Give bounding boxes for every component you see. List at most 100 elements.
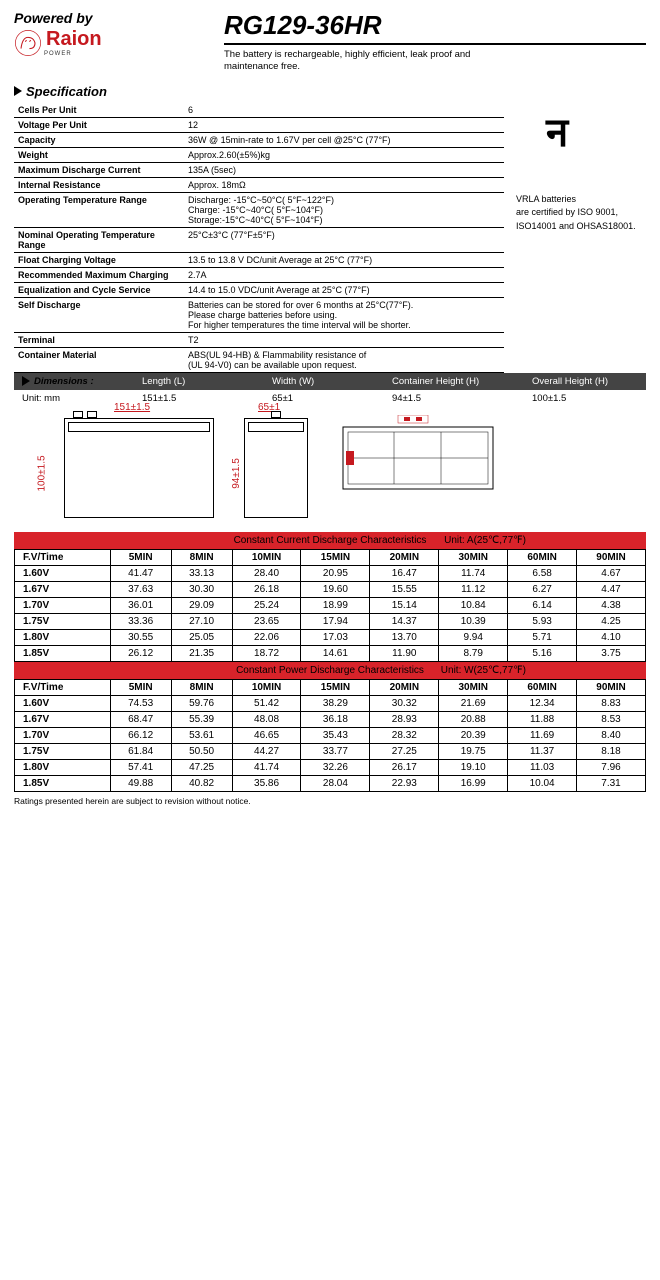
table-col-header: 5MIN xyxy=(110,679,171,695)
table-cell: 8.40 xyxy=(577,727,646,743)
spec-value: ABS(UL 94-HB) & Flammability resistance … xyxy=(184,347,504,372)
table-col-header: 10MIN xyxy=(232,679,301,695)
spec-value: Batteries can be stored for over 6 month… xyxy=(184,297,504,332)
table-cell: 61.84 xyxy=(110,743,171,759)
spec-key: Container Material xyxy=(14,347,184,372)
table-row: 1.75V33.3627.1023.6517.9414.3710.395.934… xyxy=(15,613,646,629)
table-col-header: 8MIN xyxy=(171,679,232,695)
table-cell: 5.16 xyxy=(508,645,577,661)
table-col-header: 15MIN xyxy=(301,549,370,565)
table-col-header: 60MIN xyxy=(508,549,577,565)
spec-key: Internal Resistance xyxy=(14,177,184,192)
table-cell: 47.25 xyxy=(171,759,232,775)
table-row: 1.70V36.0129.0925.2418.9915.1410.846.144… xyxy=(15,597,646,613)
table-cell: 27.10 xyxy=(171,613,232,629)
triangle-icon xyxy=(22,376,30,386)
table-col-header: 60MIN xyxy=(508,679,577,695)
table-cell: 48.08 xyxy=(232,711,301,727)
table-cell: 46.65 xyxy=(232,727,301,743)
spec-value: T2 xyxy=(184,332,504,347)
dimension-diagrams: 151±1.5 100±1.5 94±1.5 65±1 xyxy=(64,415,646,518)
spec-key: Voltage Per Unit xyxy=(14,117,184,132)
table-cell: 20.39 xyxy=(439,727,508,743)
table-cell: 7.96 xyxy=(577,759,646,775)
spec-key: Float Charging Voltage xyxy=(14,252,184,267)
table-cell: 4.25 xyxy=(577,613,646,629)
spec-key: Maximum Discharge Current xyxy=(14,162,184,177)
dim-length-label: 151±1.5 xyxy=(114,402,150,413)
spec-value: 36W @ 15min-rate to 1.67V per cell @25°C… xyxy=(184,132,504,147)
table-row: 1.80V30.5525.0522.0617.0313.709.945.714.… xyxy=(15,629,646,645)
terminal-icon xyxy=(73,411,83,418)
table-cell: 16.47 xyxy=(370,565,439,581)
table-cell: 3.75 xyxy=(577,645,646,661)
table-cell: 8.18 xyxy=(577,743,646,759)
table-cell: 17.94 xyxy=(301,613,370,629)
table-col-header: 15MIN xyxy=(301,679,370,695)
table-cell: 15.55 xyxy=(370,581,439,597)
table-cell: 16.99 xyxy=(439,775,508,791)
table-col-header: F.V/Time xyxy=(15,549,111,565)
spec-value: 13.5 to 13.8 V DC/unit Average at 25°C (… xyxy=(184,252,504,267)
table-cell: 11.03 xyxy=(508,759,577,775)
table-col-header: F.V/Time xyxy=(15,679,111,695)
table-cell: 4.38 xyxy=(577,597,646,613)
table-cell: 25.24 xyxy=(232,597,301,613)
table-col-header: 8MIN xyxy=(171,549,232,565)
table-cell: 57.41 xyxy=(110,759,171,775)
table-cell: 1.85V xyxy=(15,775,111,791)
table-cell: 11.12 xyxy=(439,581,508,597)
table-cell: 59.76 xyxy=(171,695,232,711)
table-cell: 6.14 xyxy=(508,597,577,613)
ul-logo: न xyxy=(546,103,646,163)
table-cell: 38.29 xyxy=(301,695,370,711)
table-cell: 1.85V xyxy=(15,645,111,661)
table-cell: 22.06 xyxy=(232,629,301,645)
table-cell: 18.99 xyxy=(301,597,370,613)
cert-line2: are certified by ISO 9001, xyxy=(516,206,646,220)
table-cell: 40.82 xyxy=(171,775,232,791)
table-cell: 1.60V xyxy=(15,565,111,581)
table-cell: 35.43 xyxy=(301,727,370,743)
table-col-header: 30MIN xyxy=(439,679,508,695)
table-col-header: 90MIN xyxy=(577,549,646,565)
table-cell: 17.03 xyxy=(301,629,370,645)
table-cell: 1.75V xyxy=(15,743,111,759)
table-cell: 50.50 xyxy=(171,743,232,759)
table-cell: 28.93 xyxy=(370,711,439,727)
table-cell: 18.72 xyxy=(232,645,301,661)
power-table-header: Constant Power Discharge Characteristics… xyxy=(14,662,646,679)
table-cell: 28.32 xyxy=(370,727,439,743)
table-cell: 1.75V xyxy=(15,613,111,629)
table-row: 1.80V57.4147.2541.7432.2626.1719.1011.03… xyxy=(15,759,646,775)
terminal-icon xyxy=(271,411,281,418)
table-col-header: 20MIN xyxy=(370,549,439,565)
cert-line3: ISO14001 and OHSAS18001. xyxy=(516,220,646,234)
table-cell: 51.42 xyxy=(232,695,301,711)
spec-key: Recommended Maximum Charging xyxy=(14,267,184,282)
table-cell: 30.30 xyxy=(171,581,232,597)
table-cell: 33.36 xyxy=(110,613,171,629)
table-cell: 49.88 xyxy=(110,775,171,791)
spec-value: 135A (5sec) xyxy=(184,162,504,177)
table-cell: 5.71 xyxy=(508,629,577,645)
cert-line1: VRLA batteries xyxy=(516,193,646,207)
table-cell: 15.14 xyxy=(370,597,439,613)
table-cell: 55.39 xyxy=(171,711,232,727)
spec-value: 25°C±3°C (77°F±5°F) xyxy=(184,227,504,252)
table-cell: 22.93 xyxy=(370,775,439,791)
table-cell: 1.67V xyxy=(15,581,111,597)
spec-value: Approx.2.60(±5%)kg xyxy=(184,147,504,162)
table-cell: 28.04 xyxy=(301,775,370,791)
logo-brand: Raion xyxy=(46,28,102,50)
table-cell: 41.74 xyxy=(232,759,301,775)
spec-value: 2.7A xyxy=(184,267,504,282)
table-cell: 8.83 xyxy=(577,695,646,711)
table-cell: 21.35 xyxy=(171,645,232,661)
table-cell: 37.63 xyxy=(110,581,171,597)
table-row: 1.85V26.1221.3518.7214.6111.908.795.163.… xyxy=(15,645,646,661)
subtitle-line2: maintenance free. xyxy=(224,61,646,73)
terminal-icon xyxy=(87,411,97,418)
table-cell: 11.37 xyxy=(508,743,577,759)
table-cell: 29.09 xyxy=(171,597,232,613)
